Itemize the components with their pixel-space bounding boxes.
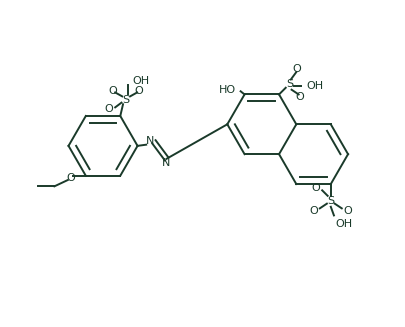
Text: O: O bbox=[295, 92, 304, 102]
Text: O: O bbox=[134, 86, 143, 96]
Text: S: S bbox=[122, 95, 130, 105]
Text: OH: OH bbox=[335, 218, 352, 229]
Text: S: S bbox=[326, 196, 334, 206]
Text: O: O bbox=[292, 64, 301, 74]
Text: O: O bbox=[104, 104, 113, 114]
Text: OH: OH bbox=[132, 77, 149, 86]
Text: O: O bbox=[66, 173, 75, 183]
Text: O: O bbox=[308, 206, 317, 216]
Text: O: O bbox=[310, 183, 319, 193]
Text: N: N bbox=[162, 158, 171, 168]
Text: OH: OH bbox=[306, 81, 323, 91]
Text: O: O bbox=[109, 86, 117, 96]
Text: O: O bbox=[343, 206, 352, 216]
Text: N: N bbox=[145, 136, 154, 146]
Text: S: S bbox=[286, 79, 292, 89]
Text: HO: HO bbox=[218, 85, 235, 95]
